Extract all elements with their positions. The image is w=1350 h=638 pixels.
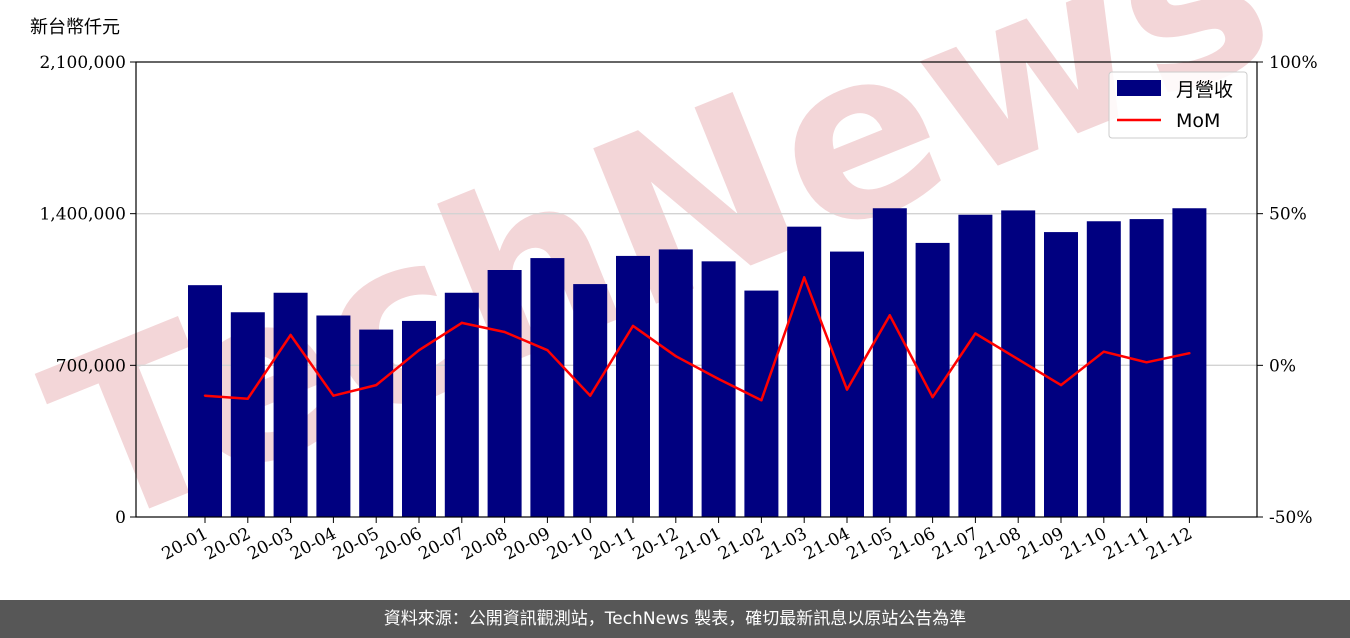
bar-series <box>188 208 1207 518</box>
revenue-bar <box>830 251 864 518</box>
revenue-bar <box>787 226 822 517</box>
line-series <box>203 276 1191 402</box>
mom-point <box>1102 350 1106 353</box>
legend-line-label: MoM <box>1176 110 1220 132</box>
revenue-bar <box>744 290 779 517</box>
mom-point <box>246 397 249 400</box>
mom-point <box>332 394 335 397</box>
x-tick-label: 20-10 <box>544 524 597 565</box>
x-tick-label: 20-08 <box>458 524 511 565</box>
revenue-bar <box>573 284 608 517</box>
mom-point <box>674 355 677 358</box>
mom-point <box>803 276 806 279</box>
revenue-bar <box>402 320 436 517</box>
mom-point <box>974 332 977 335</box>
mom-point <box>717 377 720 381</box>
mom-point <box>1017 358 1020 361</box>
x-tick-label: 21-08 <box>972 524 1025 565</box>
mom-line <box>204 276 1190 402</box>
x-tick-label: 20-06 <box>373 524 426 565</box>
left-axis: 0 700,000 1,400,000 2,100,000 <box>39 53 136 528</box>
revenue-bar <box>701 261 736 517</box>
y-tick-label: 0 <box>115 508 126 528</box>
x-tick-label: 21-02 <box>715 524 768 565</box>
mom-point <box>203 394 207 397</box>
revenue-bar <box>230 312 265 517</box>
y2-tick-label: 100% <box>1269 53 1318 73</box>
revenue-bar <box>1172 208 1207 517</box>
revenue-bar <box>1129 219 1164 518</box>
mom-point <box>931 395 934 399</box>
revenue-bar <box>1044 232 1078 518</box>
x-tick-label: 21-01 <box>672 524 725 565</box>
x-tick-label: 21-12 <box>1143 524 1196 565</box>
revenue-bar <box>188 285 222 517</box>
revenue-bar <box>316 315 351 517</box>
x-tick-label: 21-07 <box>929 524 982 565</box>
plot-frame <box>135 61 1258 518</box>
revenue-bar <box>616 255 650 517</box>
revenue-bar <box>359 329 394 517</box>
revenue-bar <box>872 208 907 517</box>
x-tick-label: 21-04 <box>801 524 854 565</box>
revenue-bar <box>273 292 308 517</box>
x-tick-label: 20-07 <box>415 524 468 565</box>
mom-point <box>888 314 891 317</box>
y2-tick-label: 0% <box>1269 356 1296 376</box>
mom-point <box>1059 383 1063 387</box>
mom-point <box>375 383 378 387</box>
mom-point <box>417 348 421 352</box>
y2-tick-label: 50% <box>1269 205 1307 225</box>
x-tick-label: 21-11 <box>1100 524 1153 565</box>
x-tick-label: 20-05 <box>330 524 383 565</box>
y-tick-label: 1,400,000 <box>39 205 126 225</box>
x-axis: 20-0120-0220-0320-0420-0520-0620-0720-08… <box>159 517 1196 564</box>
x-tick-label: 21-09 <box>1015 524 1068 565</box>
legend-bar-label: 月營收 <box>1176 79 1233 101</box>
revenue-bar <box>487 270 522 517</box>
legend-bar-swatch <box>1117 80 1161 96</box>
mom-point <box>760 399 763 402</box>
mom-point <box>460 321 463 325</box>
revenue-bar <box>1086 221 1121 517</box>
mom-point <box>631 324 635 328</box>
mom-point <box>589 394 592 397</box>
x-tick-label: 21-10 <box>1057 524 1110 565</box>
x-tick-label: 21-05 <box>843 524 896 565</box>
y-tick-label: 2,100,000 <box>39 53 126 73</box>
revenue-bar <box>958 214 993 517</box>
mom-point <box>289 333 292 337</box>
source-footer: 資料來源：公開資訊觀測站，TechNews 製表，確切最新訊息以原站公告為準 <box>0 600 1350 638</box>
legend: 月營收 MoM <box>1108 71 1248 139</box>
mom-point <box>1188 352 1191 355</box>
x-tick-label: 20-12 <box>629 524 682 565</box>
x-tick-label: 20-09 <box>501 524 554 565</box>
x-tick-label: 21-03 <box>758 524 811 565</box>
mom-point <box>1145 361 1148 364</box>
mom-point <box>546 348 549 352</box>
mom-point <box>503 330 506 334</box>
right-axis: -50% 0% 50% 100% <box>1257 53 1318 528</box>
revenue-bar <box>658 249 693 517</box>
x-tick-label: 20-04 <box>287 524 340 565</box>
y-tick-label: 700,000 <box>56 356 126 376</box>
y2-tick-label: -50% <box>1269 508 1313 528</box>
x-tick-label: 20-11 <box>587 524 640 565</box>
revenue-bar <box>1001 210 1036 517</box>
y-axis-unit-label: 新台幣仟元 <box>30 17 120 38</box>
revenue-bar <box>530 258 565 517</box>
mom-point <box>845 388 849 391</box>
x-tick-label: 20-03 <box>244 524 297 565</box>
x-tick-label: 21-06 <box>886 524 939 565</box>
